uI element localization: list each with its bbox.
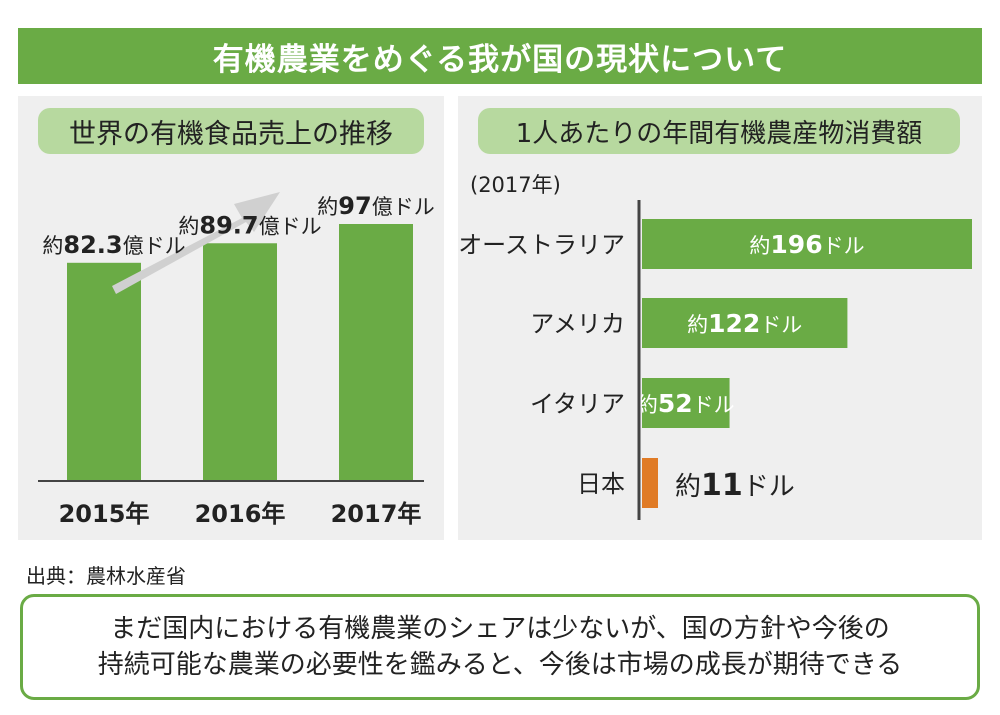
summary-note-line-2: 持続可能な農業の必要性を鑑みると、今後は市場の成長が期待できる [97,650,903,680]
consumption-bar [642,378,730,428]
sales-bar [67,262,141,480]
sales-bar [203,243,277,480]
consumption-country-label: アメリカ [530,310,625,338]
sales-value-label: 約89.7億ドル [178,211,321,239]
trend-arrow-icon [112,192,280,294]
consumption-chart-panel: 1人あたりの年間有機農産物消費額 (2017年) 約196ドル オーストラリア約12… [458,96,982,540]
source-caption: 出典：農林水産省 [26,564,186,588]
consumption-country-label: オーストラリア [458,231,625,259]
sales-value-label: 約97億ドル [317,192,434,220]
consumption-value-label: 約52ドル [637,389,735,418]
consumption-value-label: 約122ドル [687,309,802,338]
consumption-value-label: 約196ドル [749,230,864,259]
sales-year-label: 2016年 [195,500,286,528]
sales-chart-panel: 世界の有機食品売上の推移 約82.3億ドル 約89.7億ドル 約97億ドル 2015年… [18,96,444,540]
sales-year-label: 2015年 [59,500,150,528]
summary-note-line-1: まだ国内における有機農業のシェアは少ないが、国の方針や今後の [110,614,890,644]
summary-note: まだ国内における有機農業のシェアは少ないが、国の方針や今後の 持続可能な農業の必… [20,594,980,700]
consumption-country-label: イタリア [530,390,625,418]
consumption-bar [642,298,848,348]
page-title: 有機農業をめぐる我が国の現状について [18,28,982,84]
sales-value-label: 約82.3億ドル [42,231,185,259]
consumption-country-label: 日本 [577,470,625,498]
consumption-value-label: 約11ドル [675,468,795,503]
sales-bar [339,224,413,480]
sales-chart-title: 世界の有機食品売上の推移 [38,108,424,154]
consumption-bar-highlight [642,458,658,508]
consumption-chart-title: 1人あたりの年間有機農産物消費額 [478,108,960,154]
sales-year-label: 2017年 [331,500,422,528]
consumption-subtitle: (2017年) [470,173,561,197]
consumption-bar [642,219,972,269]
